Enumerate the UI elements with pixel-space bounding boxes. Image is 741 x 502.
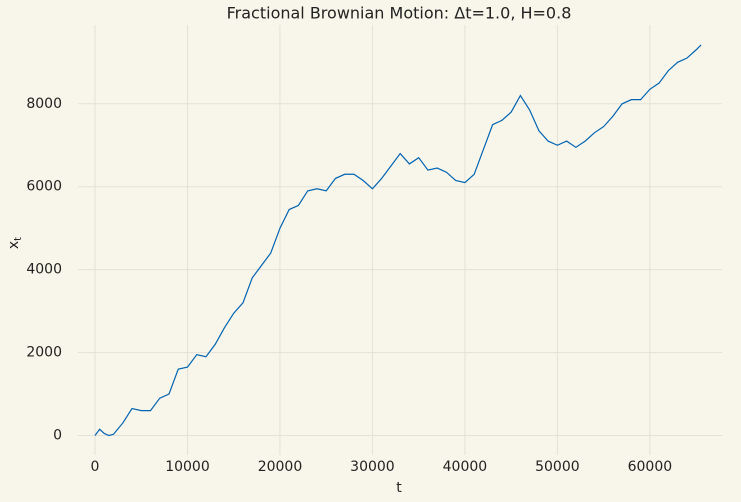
y-tick-label: 8000 <box>26 96 62 112</box>
y-tick-label: 4000 <box>26 262 62 278</box>
x-axis-label: t <box>396 480 402 496</box>
y-label-base: x <box>6 241 22 249</box>
x-tick-label: 50000 <box>535 459 580 475</box>
chart-title: Fractional Brownian Motion: Δt=1.0, H=0.… <box>227 4 572 23</box>
x-tick-label: 20000 <box>258 459 303 475</box>
x-tick-label: 10000 <box>165 459 210 475</box>
x-tick-label: 30000 <box>350 459 395 475</box>
y-tick-label: 2000 <box>26 345 62 361</box>
y-label-sub: t <box>13 237 24 241</box>
x-tick-label: 0 <box>91 459 100 475</box>
y-axis-label: xt <box>6 237 24 249</box>
y-tick-label: 6000 <box>26 179 62 195</box>
y-tick-label: 0 <box>53 428 62 444</box>
x-tick-label: 60000 <box>628 459 673 475</box>
x-tick-label: 40000 <box>443 459 488 475</box>
data-line <box>94 44 702 437</box>
